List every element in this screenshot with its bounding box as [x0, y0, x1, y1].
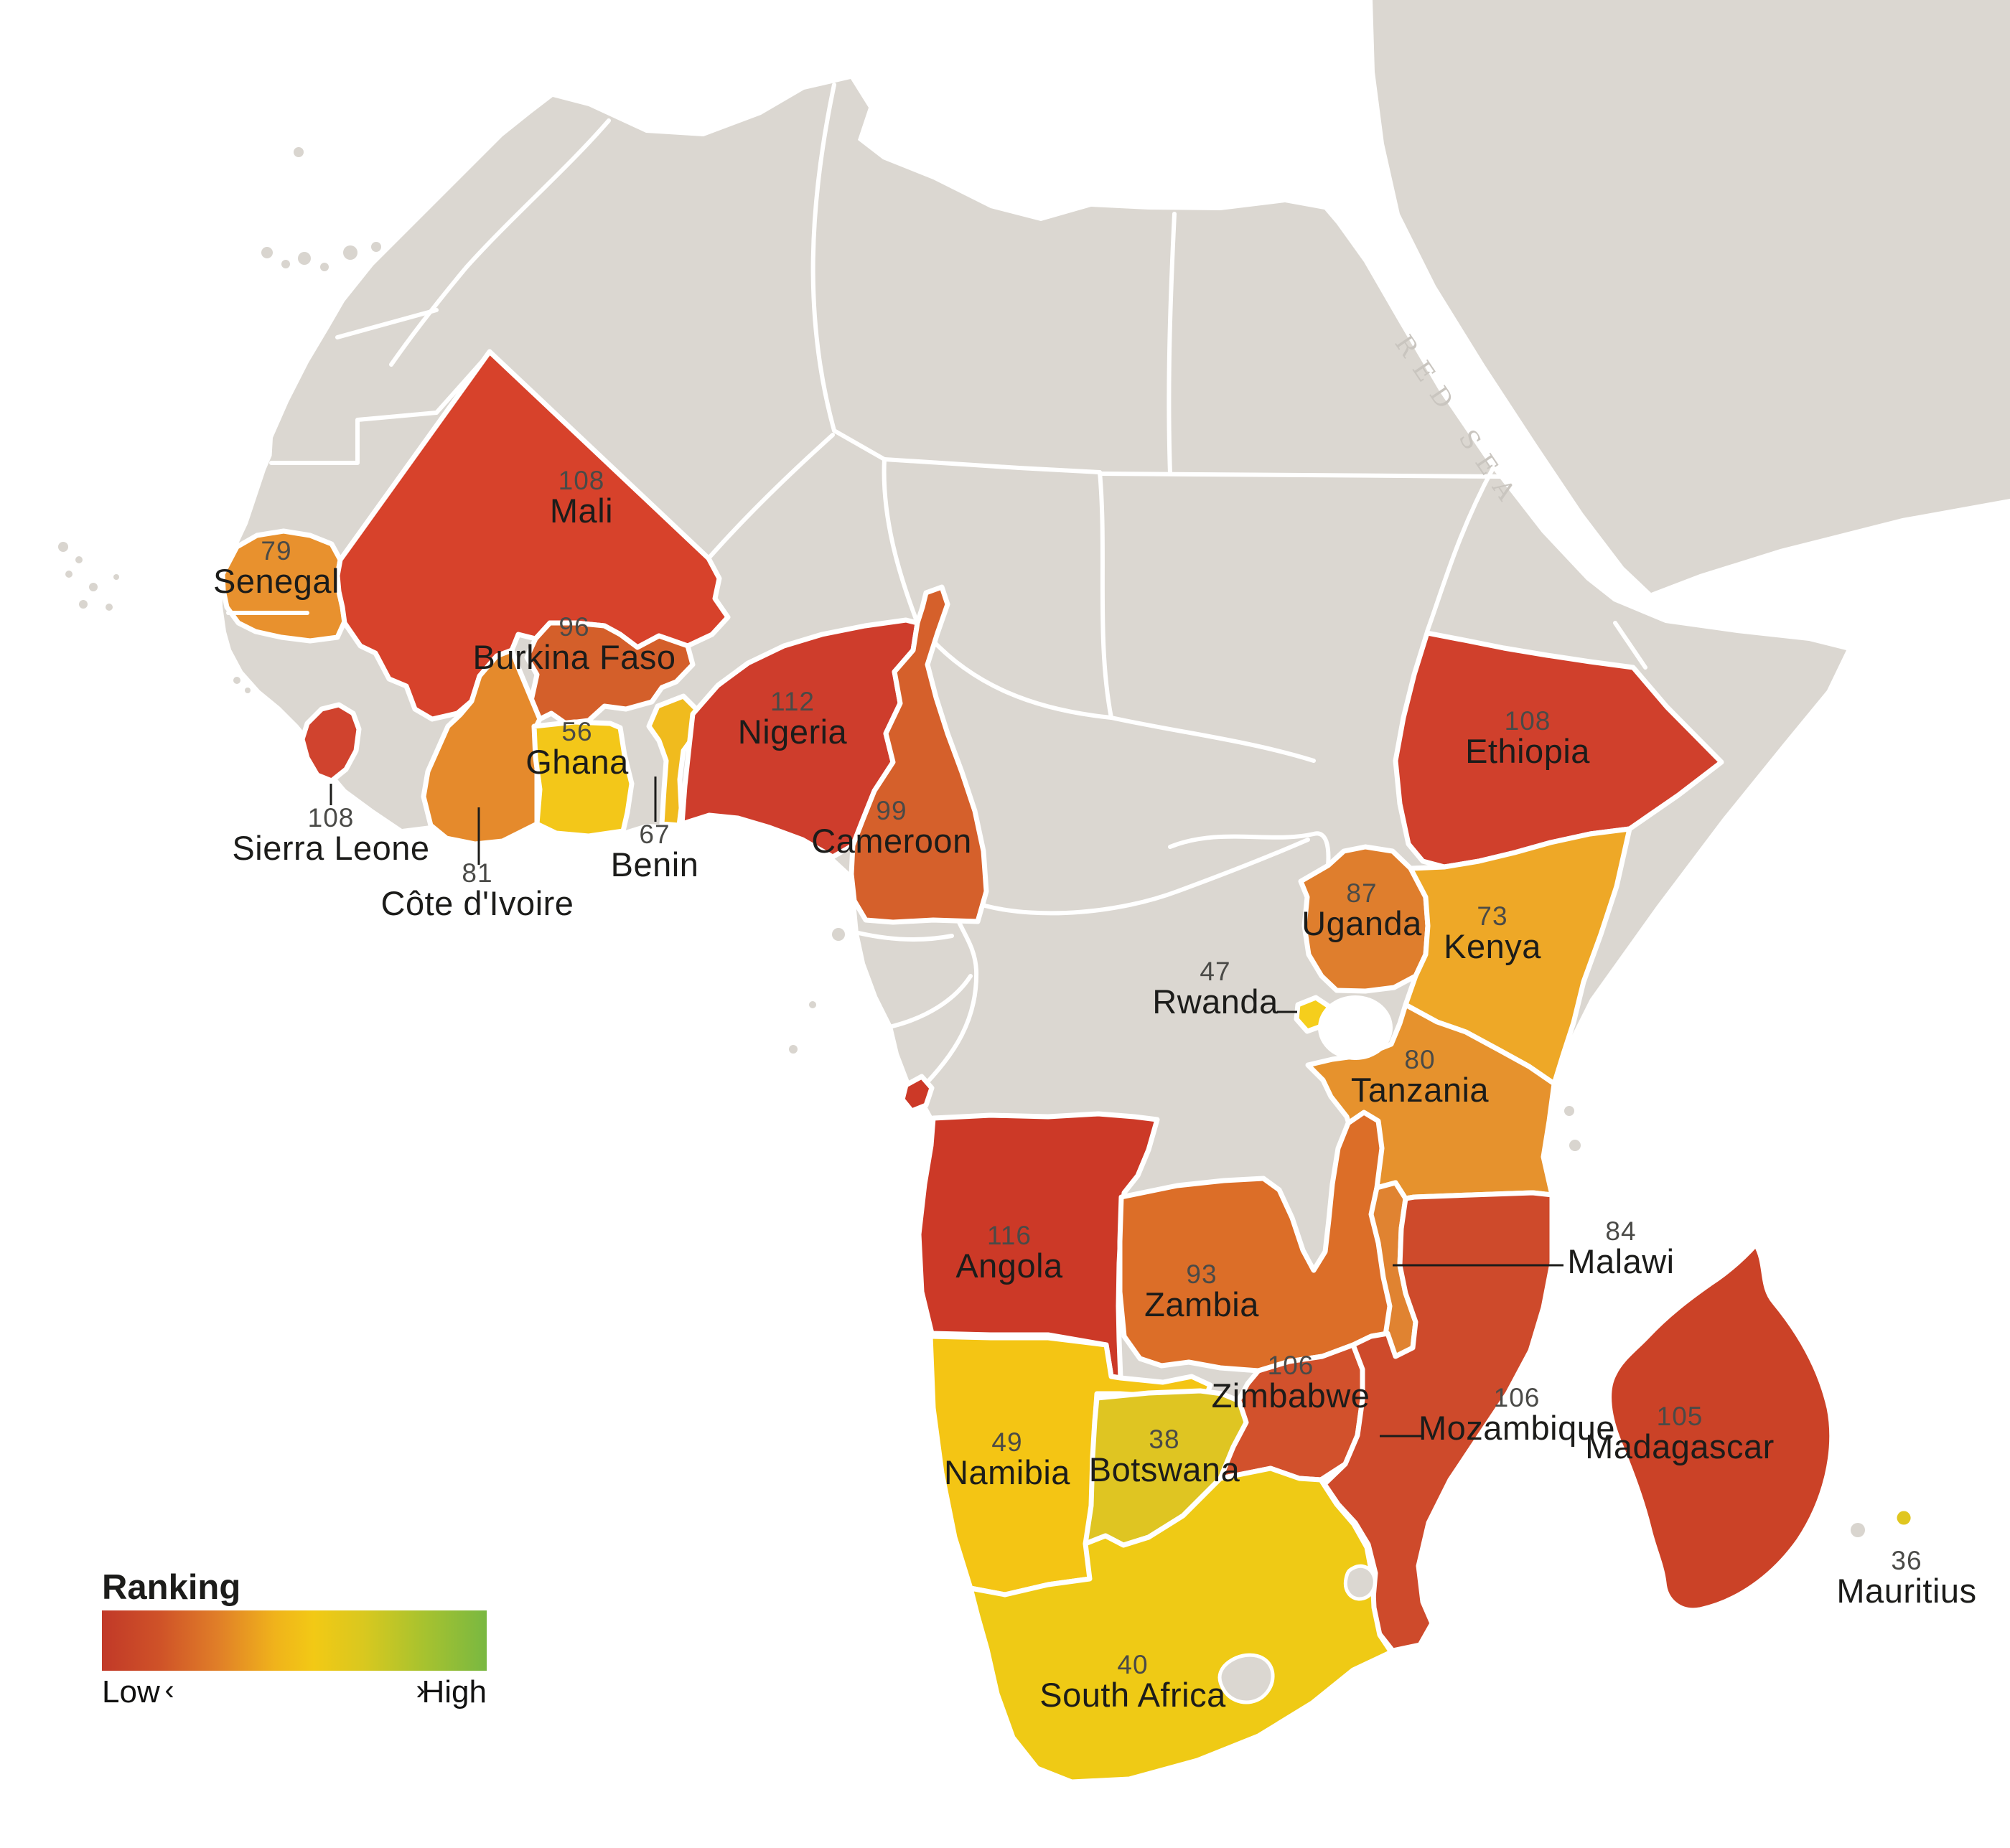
country-kenya	[1403, 826, 1632, 1087]
mozambique-rank-label: 106	[1494, 1383, 1541, 1412]
country-namibia	[927, 1333, 1213, 1598]
country-cameroon	[849, 584, 989, 925]
south-africa-name-label: South Africa	[1039, 1676, 1226, 1714]
arabian-peninsula	[1373, 0, 2010, 593]
burkina-faso-rank-label: 96	[558, 612, 589, 642]
kenya-name-label: Kenya	[1444, 927, 1541, 965]
south-africa-rank-label: 40	[1117, 1650, 1148, 1679]
cote-divoire-name-label: Côte d'Ivoire	[381, 884, 574, 922]
madagascar-rank-label: 105	[1657, 1402, 1703, 1431]
lesotho	[1217, 1653, 1275, 1704]
nigeria-rank-label: 112	[770, 687, 815, 716]
ghana-name-label: Ghana	[525, 743, 629, 781]
tanzania-name-label: Tanzania	[1351, 1071, 1489, 1109]
callouts-layer	[329, 777, 1563, 1437]
cote-divoire-rank-label: 81	[462, 858, 492, 888]
zimbabwe-rank-label: 106	[1268, 1351, 1314, 1380]
country-sierra-leone	[299, 702, 362, 784]
legend-left-arrow-icon: ‹	[164, 1674, 174, 1706]
mali-name-label: Mali	[550, 492, 613, 530]
country-angola	[899, 1074, 1160, 1381]
malawi-rank-label: 84	[1605, 1216, 1636, 1246]
madagascar-name-label: Madagascar	[1585, 1427, 1775, 1465]
zambia-name-label: Zambia	[1144, 1285, 1259, 1323]
eswatini	[1343, 1564, 1377, 1601]
ethiopia-name-label: Ethiopia	[1465, 732, 1590, 770]
kenya-rank-label: 73	[1477, 901, 1508, 931]
namibia-rank-label: 49	[991, 1427, 1022, 1457]
angola-rank-label: 116	[987, 1221, 1032, 1250]
benin-rank-label: 67	[639, 820, 670, 849]
botswana-rank-label: 38	[1149, 1425, 1179, 1454]
legend-title: Ranking	[102, 1568, 240, 1607]
legend-right-arrow-icon: ›	[416, 1674, 425, 1706]
zambia-rank-label: 93	[1186, 1260, 1217, 1289]
uganda-rank-label: 87	[1346, 878, 1377, 908]
countries-layer	[220, 349, 1916, 1785]
lake-victoria	[1318, 995, 1393, 1060]
legend-gradient-bar	[102, 1610, 487, 1671]
senegal-name-label: Senegal	[213, 562, 340, 600]
burkina-faso-name-label: Burkina Faso	[473, 638, 676, 676]
rwanda-name-label: Rwanda	[1152, 982, 1279, 1021]
sierra-leone-rank-label: 108	[308, 803, 355, 832]
country-mozambique	[1322, 1190, 1555, 1654]
legend-high-label: High	[422, 1674, 487, 1709]
legend: Ranking Low ‹ › High	[102, 1568, 487, 1709]
zimbabwe-name-label: Zimbabwe	[1212, 1376, 1370, 1415]
ghana-rank-label: 56	[561, 717, 592, 746]
nigeria-name-label: Nigeria	[738, 713, 848, 751]
uganda-name-label: Uganda	[1301, 904, 1422, 942]
grey-country-borders	[269, 83, 1647, 1093]
senegal-rank-label: 79	[261, 536, 291, 566]
rwanda-rank-label: 47	[1200, 957, 1230, 986]
ethiopia-rank-label: 108	[1505, 706, 1551, 736]
country-uganda	[1298, 844, 1431, 994]
mauritius-rank-label: 36	[1891, 1546, 1922, 1575]
namibia-name-label: Namibia	[944, 1453, 1070, 1491]
country-ghana	[531, 719, 635, 839]
country-south-africa	[968, 1465, 1394, 1785]
benin-name-label: Benin	[611, 845, 699, 883]
mali-rank-label: 108	[558, 466, 605, 495]
country-mauritius	[1892, 1506, 1916, 1530]
cameroon-rank-label: 99	[876, 796, 907, 825]
angola-name-label: Angola	[955, 1247, 1063, 1285]
malawi-name-label: Malawi	[1567, 1242, 1674, 1280]
cameroon-name-label: Cameroon	[811, 822, 971, 860]
legend-low-label: Low	[102, 1674, 160, 1709]
mauritius-name-label: Mauritius	[1836, 1572, 1976, 1610]
sierra-leone-name-label: Sierra Leone	[232, 829, 429, 867]
country-benin	[646, 693, 701, 828]
tanzania-rank-label: 80	[1404, 1045, 1435, 1074]
country-madagascar	[1607, 1242, 1835, 1613]
mozambique-name-label: Mozambique	[1418, 1409, 1615, 1447]
botswana-name-label: Botswana	[1089, 1450, 1240, 1488]
